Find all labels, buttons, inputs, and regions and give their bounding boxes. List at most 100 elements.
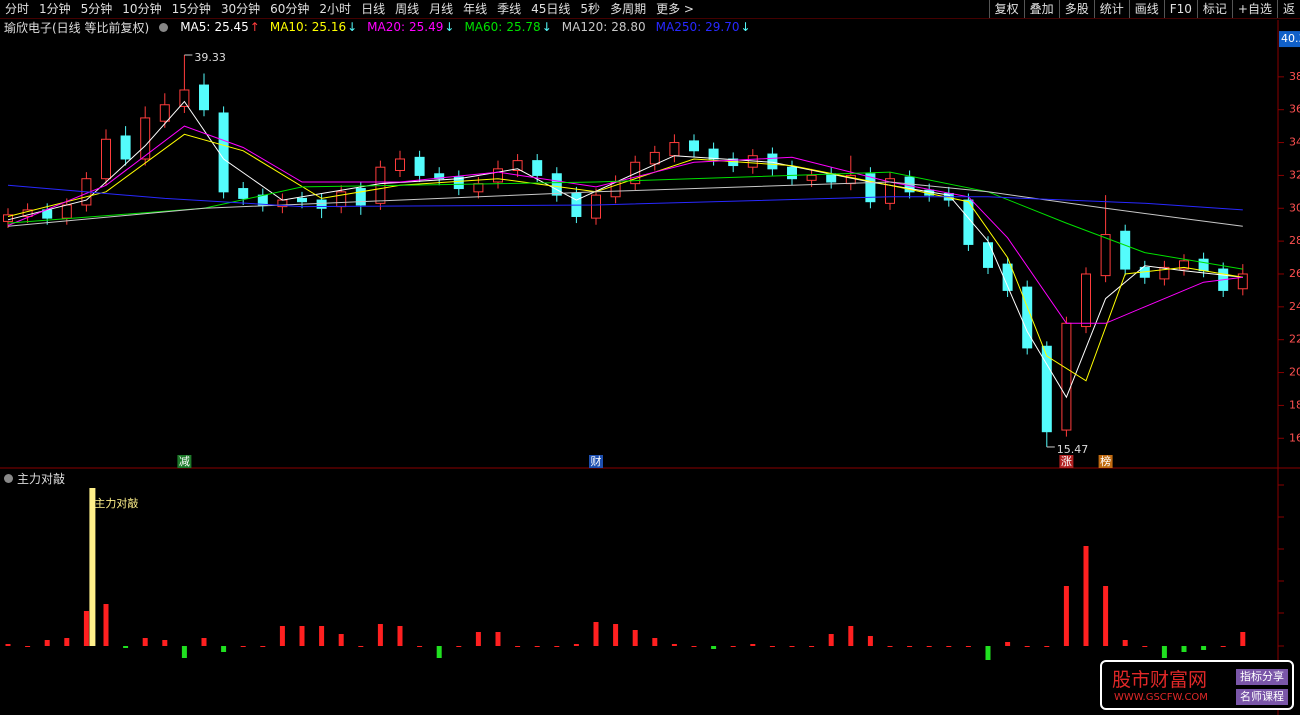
ma-arrow: ↓ (444, 20, 455, 34)
toolbar-button[interactable]: 60分钟 (270, 2, 310, 16)
toolbar-button[interactable]: 统计 (1093, 0, 1129, 18)
event-label: 涨 (1061, 455, 1072, 468)
candle-body (1081, 273, 1091, 328)
candle-body (414, 156, 425, 176)
toolbar-button[interactable]: 月线 (429, 2, 454, 16)
toolbar-right: 复权 叠加 多股 统计 画线 F10 标记 +自选返 (988, 0, 1300, 18)
toolbar-button[interactable]: 标记 (1196, 0, 1232, 18)
candle-body (649, 151, 660, 165)
toolbar-button[interactable]: F10 (1163, 0, 1197, 18)
candle-body (199, 84, 209, 111)
indicator-bar (319, 626, 325, 646)
toolbar-button[interactable]: 15分钟 (171, 2, 211, 16)
toolbar-button[interactable]: 周线 (395, 2, 420, 16)
toolbar-button[interactable]: 多股 (1058, 0, 1094, 18)
indicator-bar (652, 638, 658, 646)
toolbar-button[interactable]: +自选 (1231, 0, 1277, 18)
ma-name: MA10: (269, 20, 308, 34)
candle-body (140, 117, 151, 160)
candle-body (101, 138, 111, 180)
ma-value: 25.78 (506, 20, 541, 34)
y-tick-label: 34 (1289, 136, 1300, 149)
indicator-bar (809, 646, 815, 647)
toolbar-button[interactable]: 更多 > (656, 2, 694, 16)
ma-arrow: ↓ (740, 20, 751, 34)
ma-line (7, 184, 1243, 211)
candle-body (1061, 322, 1072, 431)
candle-body (865, 173, 876, 203)
candle-body (179, 89, 190, 107)
candle-body (963, 199, 974, 245)
candle-body (669, 142, 680, 157)
indicator-title: 主力对敲 (4, 470, 65, 487)
indicator-bar (1103, 586, 1109, 646)
indicator-bar (142, 638, 148, 646)
candle-body (1159, 266, 1170, 280)
indicator-bar (926, 646, 932, 647)
toolbar-button[interactable]: 分时 (5, 2, 30, 16)
event-label: 财 (591, 454, 602, 468)
annotation-label: 39.33 (194, 51, 226, 64)
candle-body (218, 112, 229, 193)
candle-body (355, 188, 366, 206)
indicator-bar (1220, 646, 1226, 647)
candle-body (512, 160, 523, 171)
toolbar-button[interactable]: 10分钟 (122, 2, 162, 16)
indicator-bar (1044, 646, 1050, 647)
watermark-url: WWW.GSCFW.COM (1114, 692, 1208, 703)
ma-name: MA60: (464, 20, 503, 34)
toolbar-button[interactable]: 复权 (988, 0, 1024, 18)
ma-value: 29.70 (705, 20, 740, 34)
indicator-bar (456, 646, 462, 647)
y-tick-label: 30 (1289, 201, 1300, 214)
candle-body (395, 158, 405, 171)
candle-body (551, 173, 562, 196)
toolbar-button[interactable]: 季线 (497, 2, 522, 16)
event-badge (1059, 455, 1074, 468)
ma-name: MA250: (655, 20, 702, 34)
candle-body (689, 140, 699, 152)
indicator-bar (201, 638, 207, 646)
toolbar-button[interactable]: 年线 (463, 2, 488, 16)
candle-body (1002, 263, 1013, 291)
toolbar-button[interactable]: 2小时 (319, 2, 352, 16)
icon (4, 474, 13, 483)
ma-line (7, 181, 1243, 227)
ma-line (7, 171, 1243, 270)
candle-body (983, 242, 993, 268)
candle-body (316, 199, 327, 209)
toolbar-button[interactable]: 多周期 (610, 2, 647, 16)
ma-arrow: ↑ (249, 20, 260, 34)
watermark-button[interactable]: 名师课程 (1236, 689, 1288, 705)
toolbar-button[interactable]: 1分钟 (39, 2, 71, 16)
indicator-bar (593, 622, 599, 646)
indicator-bar (83, 611, 89, 646)
toolbar-button[interactable]: 日线 (361, 2, 386, 16)
y-tick-label: 24 (1289, 300, 1300, 313)
candle-body (591, 194, 601, 219)
candle-body (297, 197, 307, 203)
toolbar-button[interactable]: 5分钟 (80, 2, 113, 16)
indicator-bar (397, 626, 403, 646)
event-label: 减 (179, 455, 190, 468)
ma-name: MA20: (367, 20, 406, 34)
toolbar-button[interactable]: 30分钟 (220, 2, 261, 16)
toolbar-button[interactable]: 画线 (1128, 0, 1164, 18)
indicator-bar (1024, 646, 1030, 647)
toolbar-button[interactable]: 5秒 (580, 2, 601, 16)
toolbar-button[interactable]: 返 (1276, 0, 1300, 18)
y-tick-label: 26 (1289, 267, 1300, 280)
candle-body (1022, 286, 1033, 349)
indicator-bar (25, 646, 31, 647)
indicator-bar (64, 638, 70, 646)
candle-body (532, 160, 543, 176)
indicator-bar (828, 634, 834, 646)
watermark-button[interactable]: 指标分享 (1236, 669, 1288, 685)
event-badge (177, 455, 192, 468)
toolbar-button[interactable]: 45日线 (531, 2, 571, 16)
indicator-bar (279, 626, 285, 646)
toolbar-button[interactable]: 叠加 (1023, 0, 1059, 18)
ma-arrow: ↓ (541, 20, 552, 34)
